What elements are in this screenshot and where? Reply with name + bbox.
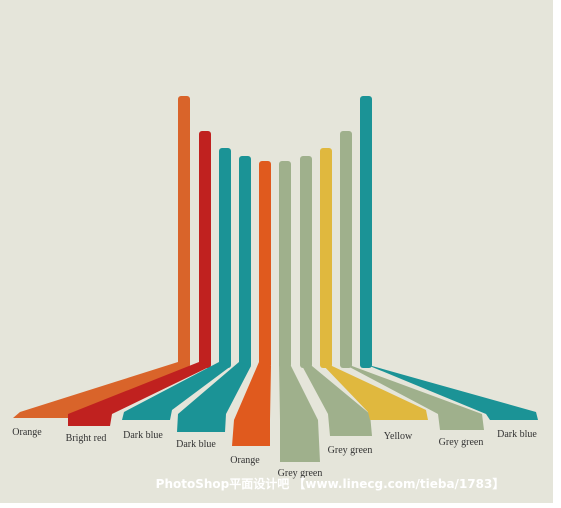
ribbon-base [122,362,231,420]
ribbon-base [360,362,538,420]
watermark: PhotoShop平面设计吧 【www.linecg.com/tieba/178… [156,476,505,491]
ribbon-base [279,362,320,462]
ribbon-base [320,362,428,420]
label: Yellow [384,431,413,442]
ribbon-base [177,362,251,432]
label: Grey green [278,468,323,479]
ribbon-vertical [279,161,291,368]
ribbon-vertical [178,96,190,368]
ribbon-base [232,362,271,446]
ribbon-vertical [239,156,251,368]
ribbon-base [13,362,190,418]
ribbon-base [340,362,484,430]
label: Orange [230,455,260,466]
ribbon-vertical [300,156,312,368]
label: Dark blue [497,429,537,440]
ribbon-vertical [320,148,332,368]
ribbon-vertical [199,131,211,368]
ribbon-vertical [219,148,231,368]
labels: Orange Bright red Dark blue Dark blue Or… [12,427,537,479]
ribbon-vertical [340,131,352,368]
ribbon-vertical [360,96,372,368]
ribbon-base [68,362,211,426]
ribbon-vertical [259,161,271,368]
edge [553,0,561,503]
label: Orange [12,427,42,438]
label: Dark blue [123,430,163,441]
ribbon-base [300,362,372,436]
label: Dark blue [176,439,216,450]
label: Bright red [66,433,107,444]
label: Grey green [439,437,484,448]
ribbons [13,96,538,462]
label: Grey green [328,445,373,456]
